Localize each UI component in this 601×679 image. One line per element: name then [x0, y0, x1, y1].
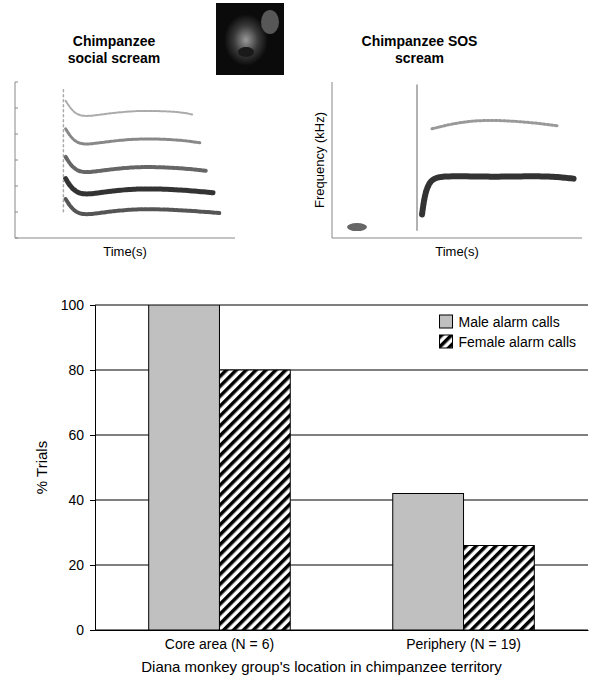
x-axis: Core area (N = 6) Periphery (N = 19) [96, 631, 589, 652]
tick-mark-decor [15, 108, 18, 109]
harmonic-band [66, 199, 220, 214]
photo-mouth [238, 47, 254, 57]
figure: Chimpanzeesocial screamTime(s)Chimpanzee… [0, 0, 601, 679]
harmonic-band [422, 176, 575, 214]
tick-mark [90, 500, 95, 501]
bar [393, 494, 464, 631]
tick-label: 40 [68, 492, 84, 508]
tick-mark [90, 565, 95, 566]
bar [219, 370, 290, 630]
panel-title: Chimpanzee SOSscream [362, 33, 478, 66]
photo-hand [261, 10, 279, 34]
legend: Male alarm calls Female alarm calls [436, 311, 580, 352]
tick-mark [90, 305, 95, 306]
x-axis-line [15, 238, 235, 239]
harmonic-band [66, 129, 200, 144]
spectrogram-traces [347, 85, 575, 231]
x-axis-line [96, 630, 589, 631]
y-axis: 0 20 40 60 80 100 [61, 297, 96, 638]
legend-swatch [440, 335, 453, 348]
spectrogram-traces [63, 90, 219, 215]
x-axis-title: Diana monkey group's location in chimpan… [141, 658, 502, 675]
spectrogram-panel: Chimpanzee SOSscream Time(s) Frequency (kH… [312, 33, 582, 259]
spectrogram-axes [15, 82, 235, 238]
onset-smear [63, 90, 65, 215]
tick-label: 80 [68, 362, 84, 378]
x-axis-line [332, 238, 582, 239]
noise-blob [347, 223, 367, 231]
tick-label: Core area (N = 6) [165, 636, 274, 652]
tick-mark [90, 435, 95, 436]
bar-chart: 0 20 40 60 80 100 Core area (N = 6) Periphery (… [33, 297, 589, 675]
tick-mark-decor [15, 212, 18, 213]
x-axis-title: Time(s) [103, 244, 147, 259]
tick: 40 [68, 492, 95, 508]
tick-label: 0 [76, 622, 84, 638]
tick: Core area (N = 6) [165, 636, 274, 652]
tick-mark-decor [15, 238, 18, 239]
tick-label: Periphery (N = 19) [406, 636, 521, 652]
harmonic-band [432, 120, 557, 128]
tick-mark-decor [15, 160, 18, 161]
tick-mark-decor [15, 134, 18, 135]
tick-label: 60 [68, 427, 84, 443]
grid [95, 305, 588, 630]
tick: 100 [61, 297, 95, 313]
legend-label: Male alarm calls [459, 314, 560, 330]
x-axis-title: Time(s) [435, 244, 479, 259]
tick: Periphery (N = 19) [406, 636, 521, 652]
y-axis-line [332, 82, 333, 238]
spectrogram-axes [332, 82, 582, 238]
bar [149, 305, 220, 630]
panel-title: Chimpanzeesocial scream [68, 33, 161, 66]
tick: 20 [68, 557, 95, 573]
tick-mark-decor [15, 186, 18, 187]
tick: 60 [68, 427, 95, 443]
y-axis-line [90, 306, 96, 631]
bar [464, 546, 535, 631]
harmonic-band [66, 101, 194, 116]
harmonic-band [66, 157, 207, 172]
onset-smear [416, 85, 418, 230]
photo-frame [216, 3, 284, 75]
tick-label: 20 [68, 557, 84, 573]
legend-swatch [440, 315, 453, 328]
harmonic-band [66, 179, 213, 194]
bars [149, 305, 535, 630]
y-axis-title: Frequency (kHz) [312, 112, 327, 208]
y-axis-title: % Trials [33, 441, 50, 494]
tick-mark-decor [15, 82, 18, 83]
tick: 0 [76, 622, 95, 638]
tick-mark [90, 370, 95, 371]
spectrogram-panel: Chimpanzeesocial scream Time(s) [15, 33, 235, 259]
legend-background [436, 311, 580, 352]
tick: 80 [68, 362, 95, 378]
legend-label: Female alarm calls [459, 334, 576, 350]
tick-mark [90, 630, 95, 631]
photo [216, 3, 284, 75]
tick-label: 100 [61, 297, 85, 313]
